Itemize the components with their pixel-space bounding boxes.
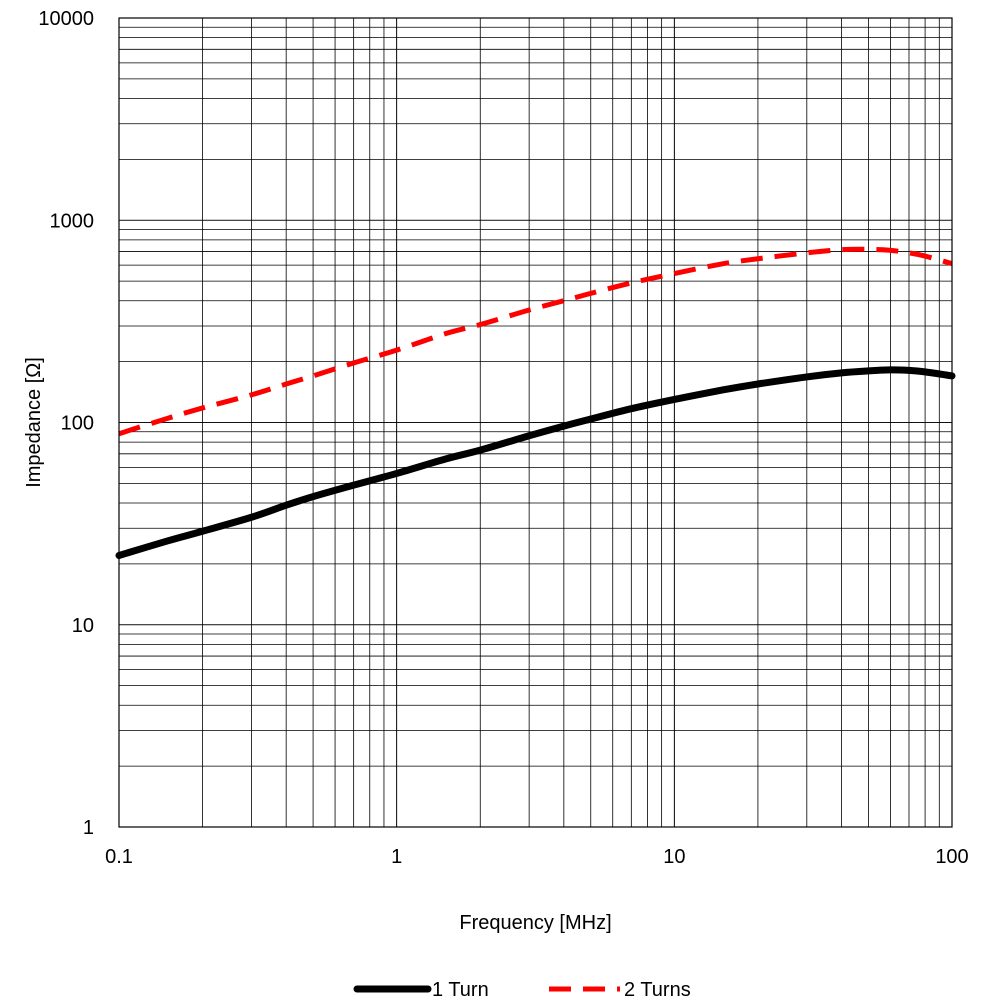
grid [118,17,953,828]
x-tick-label: 100 [935,846,968,868]
y-tick-label: 10 [72,615,94,637]
x-tick-labels: 0.1 1 10 100 [105,846,969,868]
x-tick-label: 1 [391,846,402,868]
x-tick-label: 0.1 [105,846,133,868]
series-line-2-turns [118,246,953,437]
legend-label-1-turn: 1 Turn [432,979,489,1001]
y-tick-label: 1 [83,817,94,839]
y-tick-label: 10000 [38,8,94,30]
plot-frame [118,17,953,828]
y-axis-title: Impedance [Ω] [23,357,45,488]
y-tick-label: 100 [61,413,94,435]
legend-label-2-turns: 2 Turns [624,979,691,1001]
series-line-1-turn [115,366,956,559]
x-axis-title: Frequency [MHz] [459,912,611,934]
y-tick-labels: 1 10 100 1000 10000 [38,8,94,839]
x-tick-label: 10 [663,846,685,868]
y-tick-label: 1000 [50,210,95,232]
series-layer [115,246,956,559]
legend: 1 Turn 2 Turns [353,979,691,1001]
